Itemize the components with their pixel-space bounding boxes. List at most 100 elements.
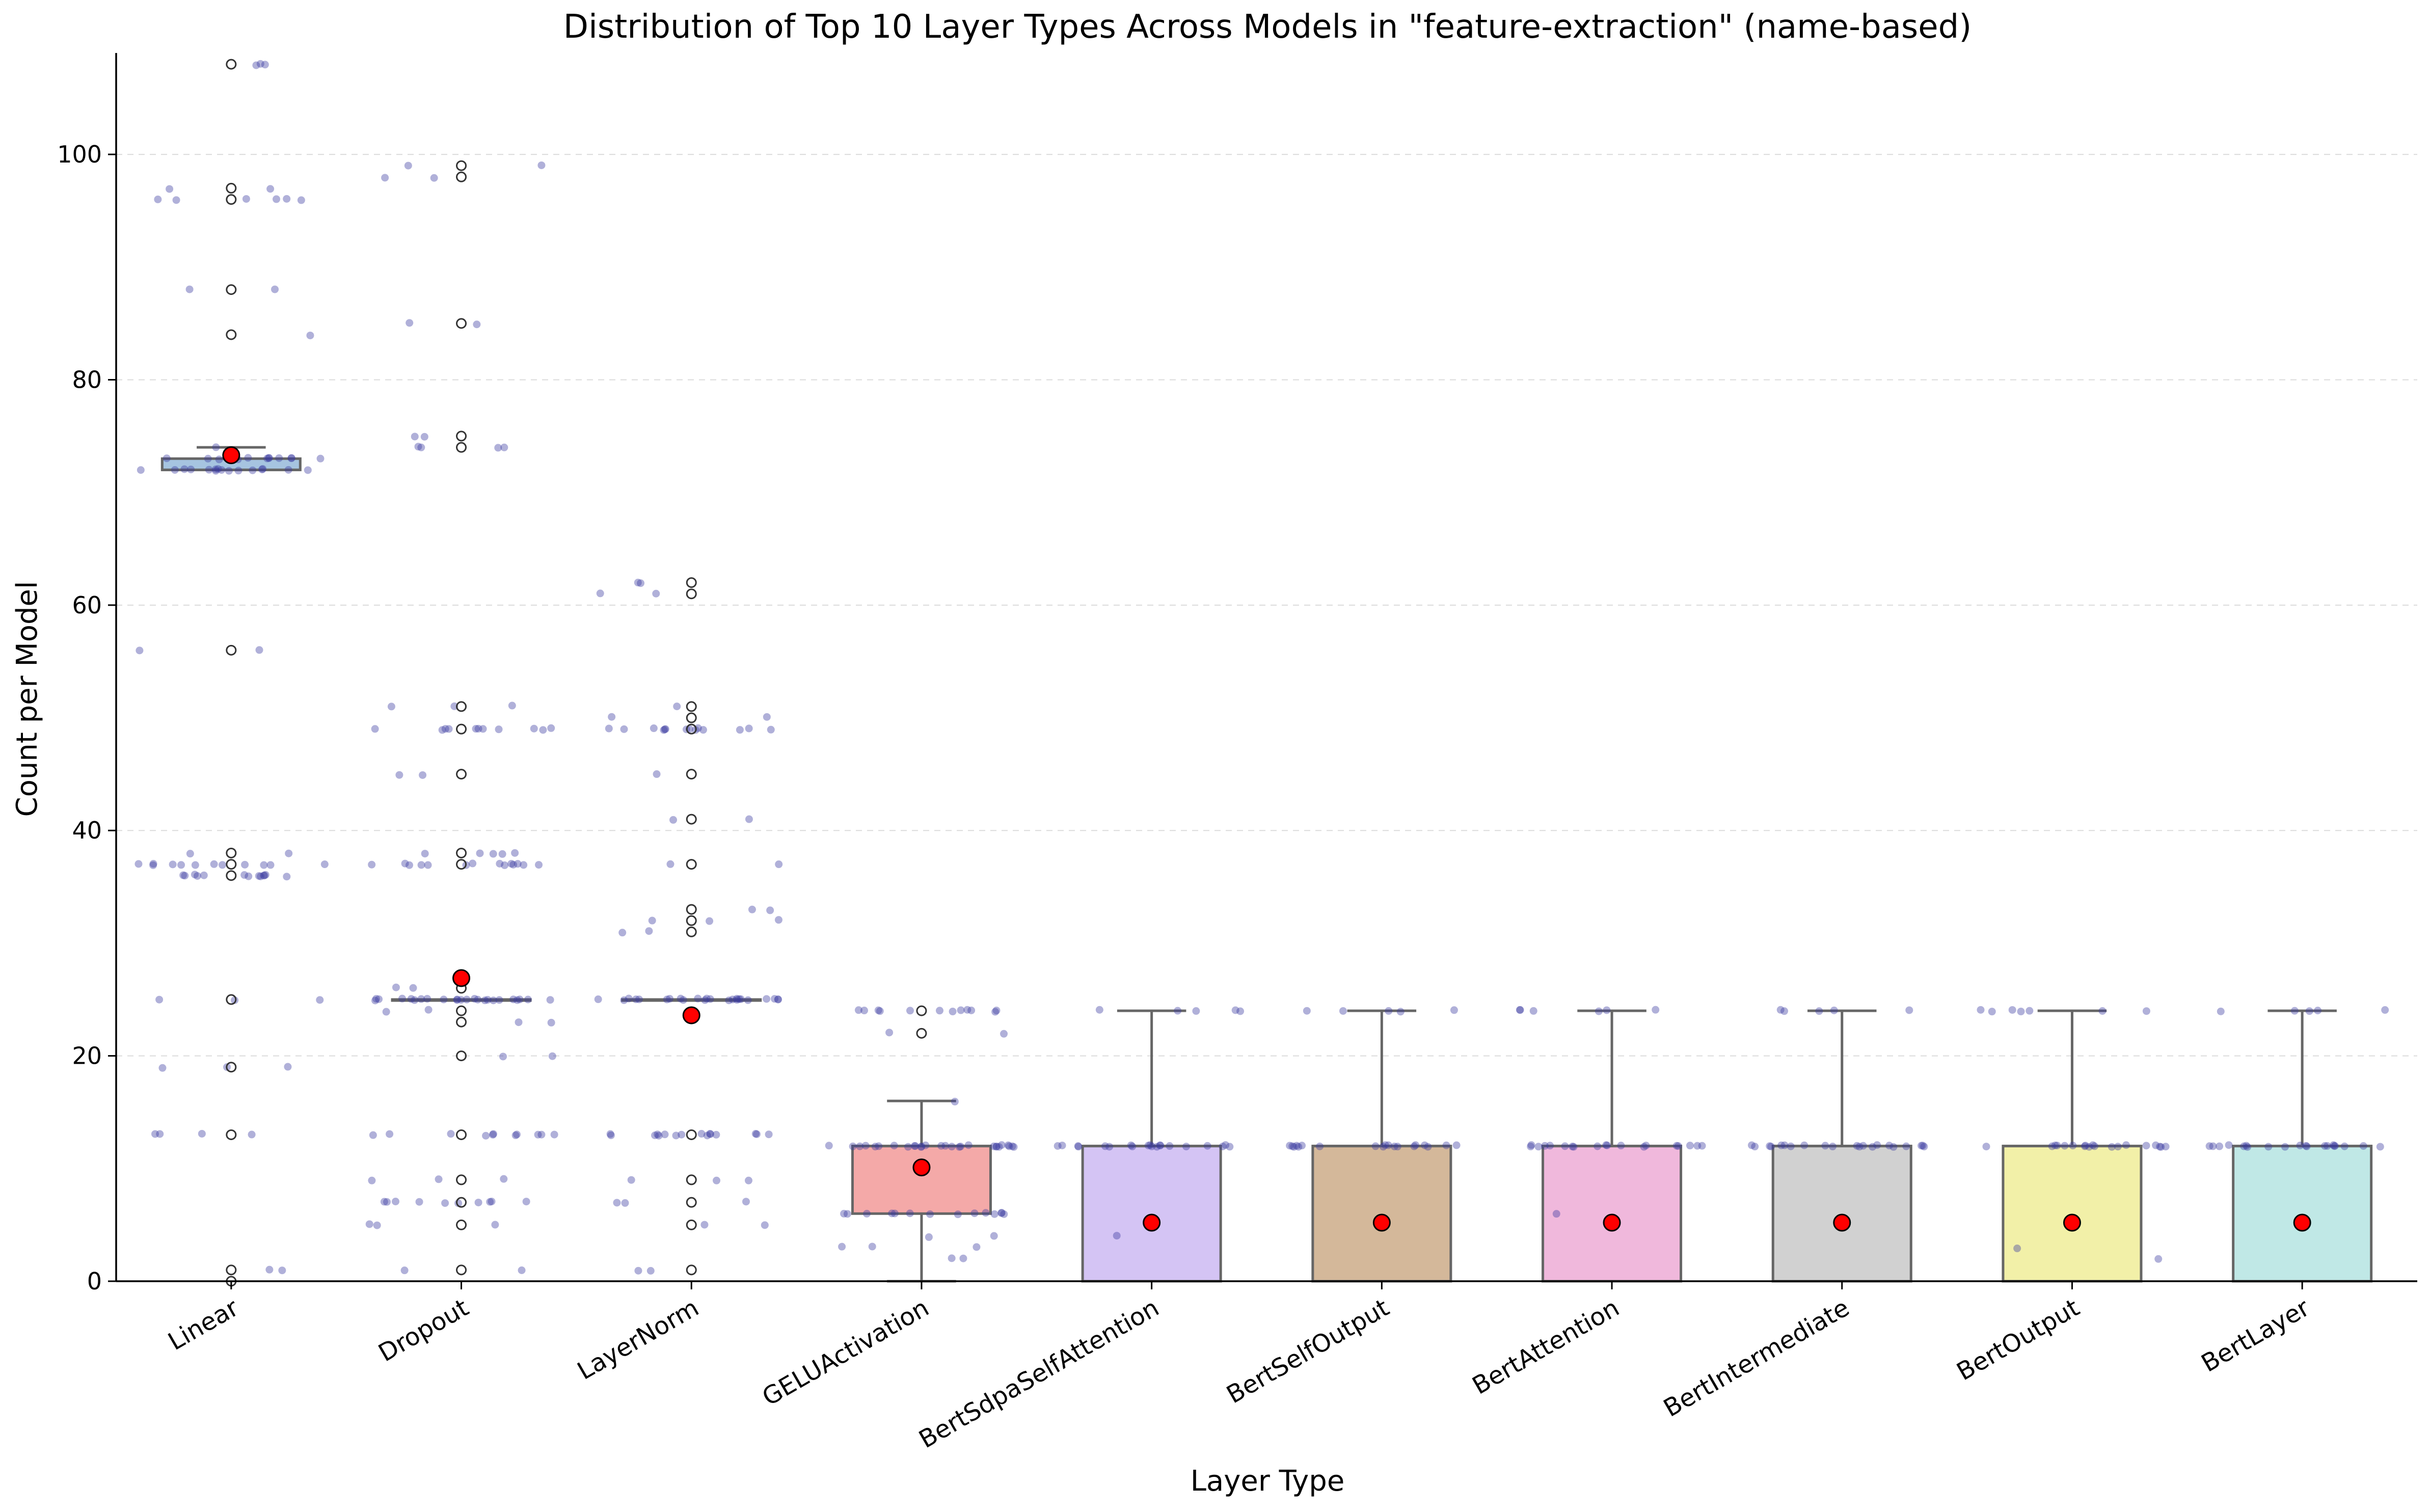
jitter-point: [409, 984, 417, 992]
jitter-point: [474, 1198, 482, 1206]
jitter-point: [479, 725, 487, 733]
jitter-point: [706, 917, 714, 925]
mean-marker: [452, 969, 471, 987]
jitter-point: [1603, 1006, 1611, 1014]
jitter-point: [2381, 1006, 2389, 1014]
jitter-point: [306, 331, 314, 339]
outlier-point: [686, 588, 697, 600]
box-iqr: [1542, 1145, 1683, 1283]
jitter-point: [1153, 1143, 1161, 1151]
jitter-point: [417, 861, 425, 869]
outlier-point: [456, 442, 467, 453]
jitter-point: [1192, 1007, 1200, 1015]
jitter-point: [498, 850, 506, 858]
jitter-point: [471, 994, 479, 1003]
outlier-point: [226, 194, 237, 205]
x-tick-label: BertSelfOutput: [1222, 1293, 1394, 1409]
jitter-point: [1642, 1142, 1650, 1150]
jitter-point: [297, 196, 305, 204]
outlier-point: [686, 577, 697, 588]
jitter-point: [1751, 1143, 1759, 1151]
jitter-point: [211, 465, 220, 473]
jitter-point: [1074, 1142, 1082, 1150]
jitter-point: [948, 1254, 956, 1262]
jitter-point: [430, 174, 438, 182]
jitter-point: [137, 466, 145, 474]
jitter-point: [512, 1130, 521, 1139]
jitter-point: [365, 1220, 373, 1228]
jitter-point: [1527, 1143, 1535, 1151]
box-iqr: [851, 1145, 992, 1215]
jitter-point: [637, 579, 645, 587]
jitter-point: [890, 1142, 898, 1150]
jitter-point: [1381, 1141, 1389, 1149]
jitter-point: [284, 466, 292, 474]
jitter-point: [957, 1006, 965, 1014]
jitter-point: [258, 466, 266, 474]
jitter-point: [441, 725, 449, 733]
jitter-point: [179, 871, 187, 879]
jitter-point: [1421, 1141, 1429, 1149]
box-iqr: [1081, 1145, 1222, 1283]
outlier-point: [456, 1005, 467, 1016]
y-axis-label: Count per Model: [11, 581, 44, 817]
jitter-point: [539, 726, 547, 734]
y-tick-label: 80: [72, 366, 102, 393]
jitter-point: [840, 1209, 848, 1218]
jitter-point: [284, 1063, 292, 1071]
jitter-point: [620, 725, 628, 733]
jitter-point: [2264, 1143, 2273, 1151]
jitter-point: [1905, 1006, 1913, 1014]
jitter-point: [166, 185, 174, 193]
jitter-point: [949, 1008, 957, 1016]
jitter-point: [1288, 1142, 1297, 1150]
jitter-point: [904, 1143, 912, 1151]
jitter-point: [518, 1266, 526, 1274]
jitter-point: [2017, 1008, 2025, 1016]
mean-marker: [1603, 1213, 1621, 1232]
jitter-point: [2142, 1142, 2150, 1150]
jitter-point: [1004, 1141, 1012, 1149]
jitter-point: [392, 1198, 400, 1206]
jitter-point: [745, 815, 753, 823]
jitter-point: [2154, 1255, 2163, 1263]
jitter-point: [735, 995, 743, 1003]
jitter-point: [2053, 1142, 2061, 1150]
x-tick-label: BertLayer: [2197, 1293, 2315, 1378]
jitter-point: [774, 916, 782, 924]
jitter-point: [2376, 1143, 2384, 1151]
jitter-point: [260, 872, 268, 880]
jitter-point: [748, 905, 756, 913]
jitter-point: [1290, 1143, 1298, 1151]
jitter-point: [888, 1209, 896, 1218]
jitter-point: [737, 995, 745, 1003]
jitter-point: [1095, 1006, 1103, 1014]
jitter-point: [632, 995, 640, 1004]
outlier-point: [686, 1264, 697, 1276]
y-ticks: 0 20 40 60 80 100: [57, 141, 116, 1295]
jitter-point: [2108, 1143, 2116, 1151]
jitter-point: [400, 1266, 409, 1275]
jitter-point: [405, 861, 413, 869]
jitter-point: [1855, 1143, 1864, 1151]
jitter-point: [265, 1265, 274, 1274]
jitter-point: [489, 1130, 497, 1139]
jitter-point: [1815, 1007, 1823, 1015]
jitter-point: [990, 1142, 998, 1150]
mean-marker: [1372, 1213, 1391, 1232]
jitter-point: [453, 996, 461, 1004]
jitter-point: [767, 725, 775, 734]
jitter-point: [1516, 1006, 1524, 1014]
x-tick-label: BertAttention: [1468, 1293, 1624, 1400]
jitter-point: [1236, 1007, 1245, 1015]
jitter-point: [2089, 1141, 2097, 1149]
jitter-point: [1902, 1142, 1910, 1150]
jitter-point: [1777, 1141, 1786, 1149]
jitter-point: [547, 1018, 555, 1027]
jitter-point: [2330, 1141, 2338, 1149]
jitter-point: [990, 1210, 998, 1218]
jitter-point: [234, 467, 242, 475]
jitter-point: [863, 1209, 871, 1218]
jitter-point: [266, 861, 275, 869]
jitter-point: [613, 1199, 621, 1207]
